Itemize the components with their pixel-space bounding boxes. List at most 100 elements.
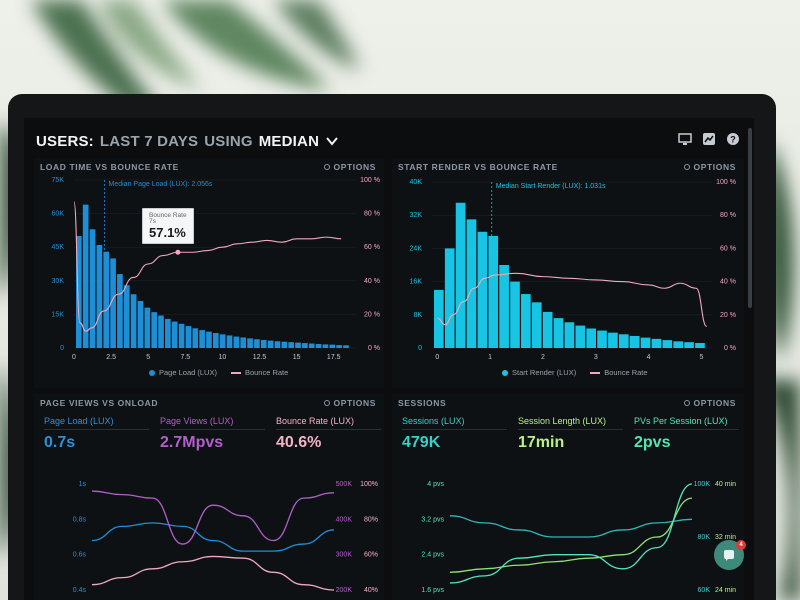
series-line	[449, 515, 693, 538]
panel-title: START RENDER VS BOUNCE RATE	[398, 162, 558, 172]
metric-bounce-rate[interactable]: Bounce Rate (LUX) 40.6%	[276, 416, 381, 452]
x-tick-label: 2.5	[106, 354, 116, 361]
bar	[662, 340, 673, 348]
bar	[477, 231, 488, 348]
bar	[510, 281, 520, 348]
bar	[267, 340, 274, 348]
y3-tick-label: 100%	[360, 481, 378, 488]
y3-tick-label: 24 min	[715, 587, 736, 594]
bar	[89, 229, 96, 348]
metric-label: Page Load (LUX)	[44, 416, 149, 430]
bar	[608, 332, 618, 348]
x-tick-label: 7.5	[180, 354, 190, 361]
bar	[553, 318, 564, 348]
bar	[586, 328, 596, 348]
gear-icon	[683, 400, 690, 406]
median-annotation: Median Page Load (LUX): 2.056s	[109, 181, 213, 188]
y2-tick-label: 0 %	[368, 345, 380, 352]
dashboard-title[interactable]: USERS: LAST 7 DAYS USING MEDIAN	[36, 130, 339, 152]
y2-tick-label: 80K	[698, 534, 711, 541]
bounce-rate-line	[73, 201, 342, 332]
y3-tick-label: 40%	[364, 587, 378, 594]
y-tick-label: 0.6s	[73, 552, 87, 559]
y2-tick-label: 20 %	[720, 312, 736, 319]
y2-tick-label: 40 %	[364, 278, 380, 285]
bar	[288, 342, 294, 348]
series-line	[449, 483, 693, 584]
dashboard-screen: USERS: LAST 7 DAYS USING MEDIAN ? LOAD T…	[24, 118, 754, 600]
options-button[interactable]: OPTIONS	[683, 162, 736, 172]
bar	[206, 331, 212, 348]
start-render-panel: START RENDER VS BOUNCE RATE OPTIONS 0 0 %…	[392, 158, 744, 388]
scrollbar[interactable]	[748, 128, 752, 308]
metric-page-load[interactable]: Page Load (LUX) 0.7s	[44, 416, 149, 452]
legend-item[interactable]: Page Load (LUX)	[149, 368, 217, 377]
metric-pvs-per-session[interactable]: PVs Per Session (LUX) 2pvs	[634, 416, 739, 452]
legend-swatch	[502, 369, 508, 376]
help-icon[interactable]: ?	[726, 132, 740, 146]
y-tick-label: 4 pvs	[427, 481, 444, 488]
metric-session-length[interactable]: Session Length (LUX) 17min	[518, 416, 623, 452]
y-tick-label: 15K	[52, 311, 65, 318]
y2-tick-label: 60 %	[364, 244, 380, 251]
bar	[281, 341, 288, 348]
monitor-icon[interactable]	[678, 132, 692, 146]
panel-title: PAGE VIEWS VS ONLOAD	[40, 398, 159, 408]
chart-icon[interactable]	[702, 132, 716, 146]
chart-legend: Start Render (LUX) Bounce Rate	[502, 368, 648, 377]
metric-value: 2pvs	[634, 434, 671, 451]
options-button[interactable]: OPTIONS	[323, 162, 376, 172]
bar	[130, 294, 137, 348]
bar	[629, 335, 640, 348]
y-tick-label: 75K	[52, 177, 65, 184]
bar	[123, 285, 130, 348]
options-button[interactable]: OPTIONS	[323, 398, 376, 408]
chart-legend: Page Load (LUX) Bounce Rate	[149, 368, 288, 377]
y3-tick-label: 60%	[364, 552, 378, 559]
bar	[499, 265, 509, 348]
metric-label: Session Length (LUX)	[518, 416, 623, 430]
y2-tick-label: 100 %	[716, 179, 736, 186]
sessions-panel: SESSIONS OPTIONS Sessions (LUX) 479K Ses…	[392, 394, 744, 600]
y-tick-label: 24K	[410, 245, 423, 252]
x-tick-label: 3	[594, 354, 598, 361]
metric-label: Bounce Rate (LUX)	[276, 416, 381, 430]
bar	[673, 341, 684, 348]
bar	[444, 248, 455, 348]
y3-tick-label: 40 min	[715, 481, 736, 488]
chevron-down-icon[interactable]	[325, 134, 339, 148]
page-views-panel: PAGE VIEWS VS ONLOAD OPTIONS Page Load (…	[34, 394, 384, 600]
options-button[interactable]: OPTIONS	[683, 398, 736, 408]
legend-label: Bounce Rate	[244, 368, 289, 377]
legend-item[interactable]: Start Render (LUX)	[502, 368, 576, 377]
y2-tick-label: 200K	[336, 587, 353, 594]
y-tick-label: 45K	[52, 244, 65, 251]
bar	[185, 326, 192, 348]
legend-item[interactable]: Bounce Rate	[590, 368, 648, 377]
metric-sessions[interactable]: Sessions (LUX) 479K	[402, 416, 507, 452]
bar	[137, 300, 144, 348]
legend-swatch	[590, 371, 601, 374]
y3-tick-label: 80%	[364, 516, 378, 523]
bar	[96, 244, 103, 348]
y2-tick-label: 400K	[336, 516, 353, 523]
y2-tick-label: 80 %	[720, 212, 736, 219]
legend-item[interactable]: Bounce Rate	[230, 368, 289, 377]
metric-page-views[interactable]: Page Views (LUX) 2.7Mpvs	[160, 416, 265, 452]
metric-label: Sessions (LUX)	[402, 416, 507, 430]
bar	[151, 312, 157, 348]
page-views-chart: 0.4s 0.6s 0.8s 1s 200K 300K 400K 500K 40% 60% 80% 1…	[73, 481, 378, 594]
bar	[618, 334, 629, 348]
legend-label: Bounce Rate	[604, 368, 648, 377]
metric-value: 479K	[402, 434, 441, 451]
bar	[117, 274, 123, 348]
hover-point	[175, 249, 181, 255]
series-line	[91, 555, 335, 591]
bar	[274, 341, 281, 348]
gear-icon	[323, 164, 330, 170]
bar	[531, 302, 542, 348]
y2-tick-label: 20 %	[364, 311, 380, 318]
options-label: OPTIONS	[333, 398, 376, 408]
load-time-panel: LOAD TIME VS BOUNCE RATE OPTIONS 0 0 % 15K…	[34, 158, 384, 388]
options-label: OPTIONS	[333, 162, 376, 172]
